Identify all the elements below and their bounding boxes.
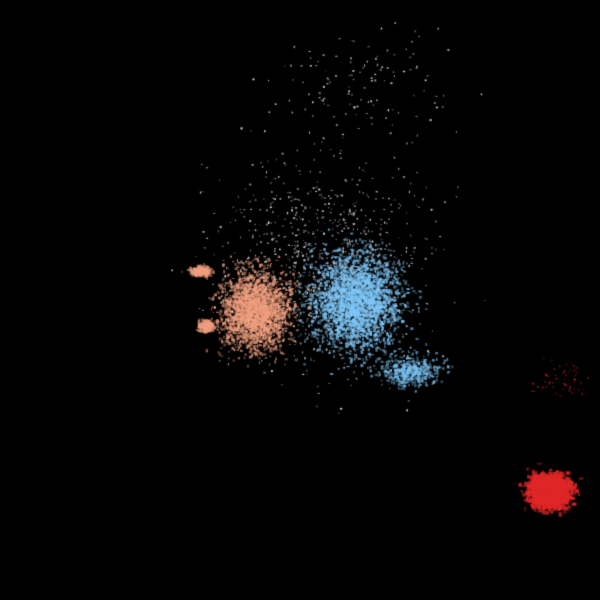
point-cloud-scene	[0, 0, 600, 600]
point-cloud-canvas	[0, 0, 600, 600]
